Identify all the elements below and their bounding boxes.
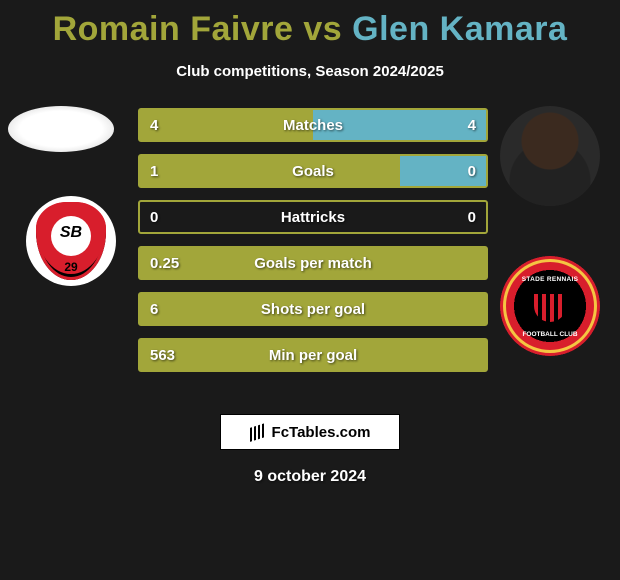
stat-label: Goals per match xyxy=(140,248,486,278)
club-badge-text-top: STADE RENNAIS xyxy=(500,276,600,283)
stat-label: Hattricks xyxy=(140,202,486,232)
player2-avatar xyxy=(500,106,600,206)
player2-face xyxy=(500,106,600,206)
stat-row: 44Matches xyxy=(138,108,488,142)
fctables-logo-icon xyxy=(250,422,268,442)
player1-name: Romain Faivre xyxy=(53,10,294,48)
stat-row: 6Shots per goal xyxy=(138,292,488,326)
branding-badge[interactable]: FcTables.com xyxy=(220,414,400,450)
stat-row: 10Goals xyxy=(138,154,488,188)
stat-label: Matches xyxy=(140,110,486,140)
stat-row: 563Min per goal xyxy=(138,338,488,372)
vs-text: vs xyxy=(303,10,342,48)
branding-text: FcTables.com xyxy=(272,424,371,441)
stat-row: 0.25Goals per match xyxy=(138,246,488,280)
player1-avatar xyxy=(8,106,114,152)
stat-bars: 44Matches 10Goals 00Hattricks 0.25Goals per… xyxy=(138,108,488,384)
stat-label: Min per goal xyxy=(140,340,486,370)
club-badge-year: 29 xyxy=(64,260,77,274)
stat-row: 00Hattricks xyxy=(138,200,488,234)
stat-label: Goals xyxy=(140,156,486,186)
player2-club-badge: STADE RENNAIS FOOTBALL CLUB xyxy=(500,256,600,356)
snapshot-date: 9 october 2024 xyxy=(0,468,620,486)
club-badge-text-bottom: FOOTBALL CLUB xyxy=(500,331,600,338)
subtitle: Club competitions, Season 2024/2025 xyxy=(0,63,620,80)
comparison-chart: SB 29 STADE RENNAIS FOOTBALL CLUB 44Matc… xyxy=(0,116,620,396)
stat-label: Shots per goal xyxy=(140,294,486,324)
club-badge-initials: SB xyxy=(60,224,82,242)
comparison-title: Romain Faivre vs Glen Kamara xyxy=(0,0,620,49)
player2-name: Glen Kamara xyxy=(352,10,567,48)
club-badge-shield: SB 29 xyxy=(36,202,106,280)
player1-club-badge: SB 29 xyxy=(26,196,116,286)
